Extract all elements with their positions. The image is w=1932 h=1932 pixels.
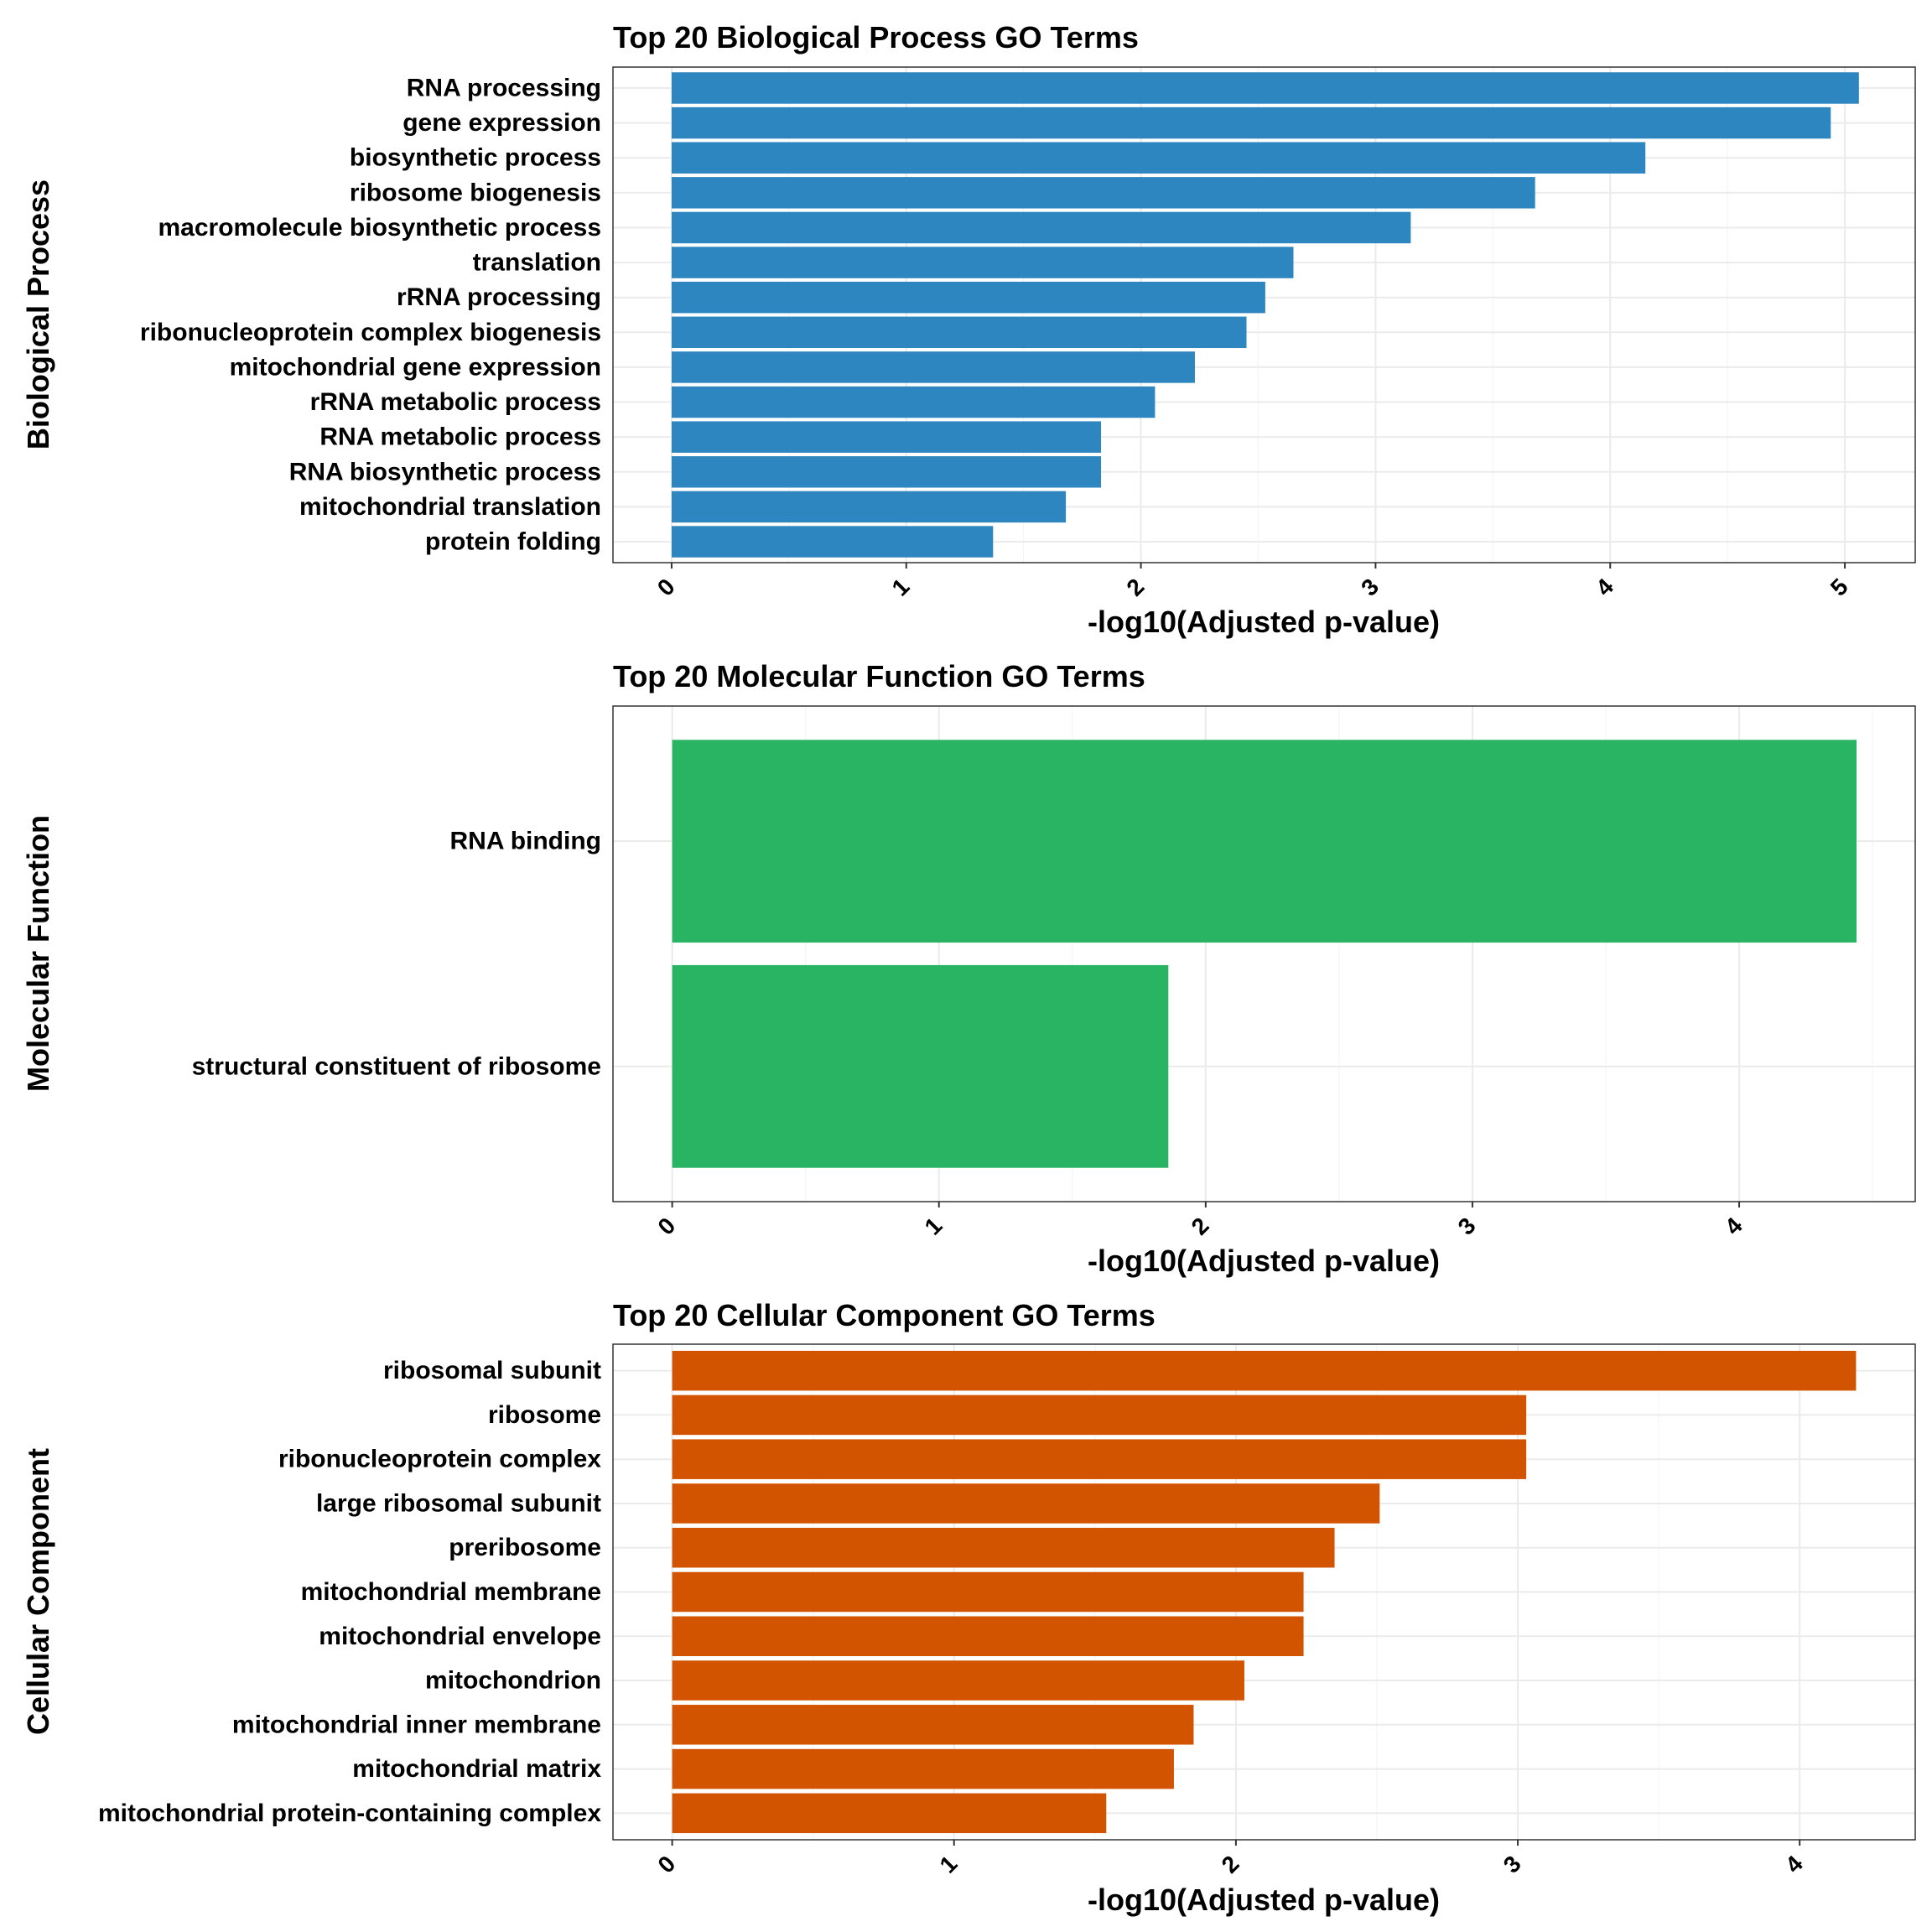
bar <box>671 106 1831 139</box>
y-axis-label: Molecular Function <box>21 815 55 1092</box>
bar <box>672 1439 1527 1479</box>
category-label: preribosome <box>449 1534 601 1561</box>
category-label: rRNA processing <box>397 283 601 311</box>
category-label: mitochondrial protein-containing complex <box>98 1800 601 1827</box>
category-label: mitochondrial envelope <box>319 1623 601 1650</box>
y-axis-label: Biological Process <box>21 179 55 449</box>
bar <box>671 72 1859 104</box>
y-axis-label: Cellular Component <box>21 1448 55 1735</box>
category-label: translation <box>473 249 601 277</box>
panel-border <box>612 1343 1916 1841</box>
category-label: RNA metabolic process <box>319 423 601 451</box>
x-axis-label: -log10(Adjusted p-value) <box>1088 1883 1440 1917</box>
category-label: macromolecule biosynthetic process <box>158 214 601 242</box>
bar <box>671 421 1102 453</box>
bar <box>671 491 1067 523</box>
panel-border <box>612 705 1916 1202</box>
category-label: mitochondrial gene expression <box>230 353 601 381</box>
bar <box>672 1793 1107 1834</box>
bar <box>672 1616 1304 1657</box>
category-label: ribosomal subunit <box>383 1357 601 1384</box>
category-label: protein folding <box>425 528 601 556</box>
x-axis-label: -log10(Adjusted p-value) <box>1088 605 1440 639</box>
category-label: gene expression <box>402 109 601 137</box>
bar <box>672 1660 1244 1701</box>
bar <box>672 1350 1857 1391</box>
bar <box>671 316 1247 349</box>
category-label: structural constituent of ribosome <box>192 1052 601 1080</box>
panel-title: Top 20 Cellular Component GO Terms <box>613 1298 1156 1332</box>
bar <box>672 1483 1380 1524</box>
bar <box>671 281 1265 314</box>
bar <box>671 211 1411 244</box>
bar <box>672 1705 1194 1745</box>
bar <box>671 386 1156 418</box>
category-label: ribosome <box>488 1401 601 1429</box>
category-label: biosynthetic process <box>350 144 601 172</box>
category-label: mitochondrial inner membrane <box>232 1711 601 1738</box>
bar <box>671 526 994 558</box>
bar <box>671 456 1102 488</box>
panel-border <box>612 66 1916 564</box>
category-label: rRNA metabolic process <box>310 388 601 416</box>
bar <box>671 351 1195 383</box>
x-axis-label: -log10(Adjusted p-value) <box>1088 1244 1440 1278</box>
bar <box>671 247 1294 278</box>
category-label: mitochondrial translation <box>299 493 601 521</box>
category-label: mitochondrial matrix <box>352 1755 601 1783</box>
biological-process-panel: Top 20 Biological Process GO Terms Biolo… <box>21 20 1916 639</box>
category-label: ribonucleoprotein complex biogenesis <box>140 319 601 346</box>
category-label: mitochondrial membrane <box>301 1578 601 1606</box>
panel-title: Top 20 Molecular Function GO Terms <box>613 659 1145 693</box>
panel-title: Top 20 Biological Process GO Terms <box>613 20 1139 55</box>
bar <box>672 740 1857 943</box>
category-label: large ribosomal subunit <box>316 1489 601 1517</box>
cellular-component-panel: Top 20 Cellular Component GO Terms Cellu… <box>21 1298 1916 1917</box>
bar <box>671 177 1535 209</box>
category-label: RNA binding <box>449 828 601 855</box>
bar <box>672 1527 1335 1568</box>
bar <box>672 1748 1174 1789</box>
category-label: RNA biosynthetic process <box>289 458 601 486</box>
bar <box>672 1571 1304 1613</box>
category-label: ribosome biogenesis <box>350 179 601 206</box>
bar <box>672 964 1169 1168</box>
category-label: mitochondrion <box>425 1667 601 1695</box>
category-label: RNA processing <box>407 74 601 101</box>
molecular-function-panel: Top 20 Molecular Function GO Terms Molec… <box>21 659 1916 1278</box>
category-label: ribonucleoprotein complex <box>278 1446 601 1473</box>
bar <box>671 142 1646 174</box>
bar <box>672 1394 1527 1436</box>
